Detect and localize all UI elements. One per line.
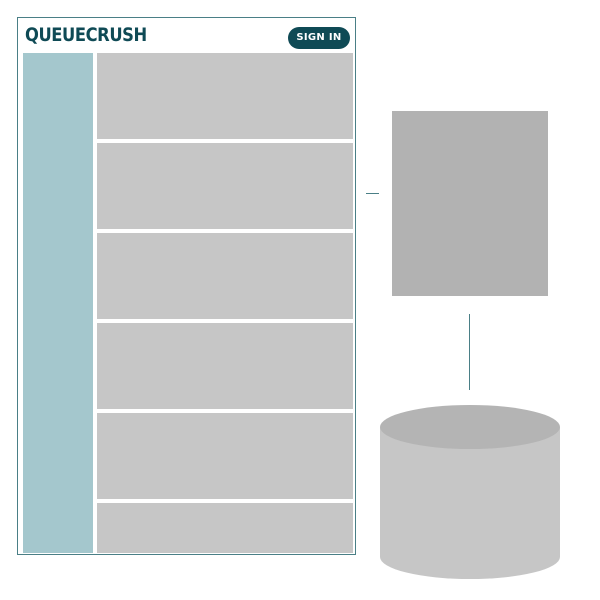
content-card[interactable] bbox=[97, 503, 353, 553]
content-card[interactable] bbox=[97, 413, 353, 499]
content-card[interactable] bbox=[97, 323, 353, 409]
app-window: QUEUECRUSH SIGN IN bbox=[17, 17, 356, 555]
sidebar bbox=[23, 53, 93, 553]
sign-in-button[interactable]: SIGN IN bbox=[288, 27, 350, 49]
content-list bbox=[97, 53, 353, 553]
server-block bbox=[392, 111, 548, 296]
database-icon bbox=[380, 405, 560, 579]
content-card[interactable] bbox=[97, 53, 353, 139]
content-card[interactable] bbox=[97, 143, 353, 229]
database-body bbox=[380, 427, 560, 579]
app-header: QUEUECRUSH SIGN IN bbox=[18, 18, 355, 53]
content-card[interactable] bbox=[97, 233, 353, 319]
connector-app-to-server bbox=[366, 193, 379, 194]
connector-server-to-database bbox=[469, 314, 470, 390]
database-top bbox=[380, 405, 560, 449]
brand-logo[interactable]: QUEUECRUSH bbox=[25, 24, 147, 46]
